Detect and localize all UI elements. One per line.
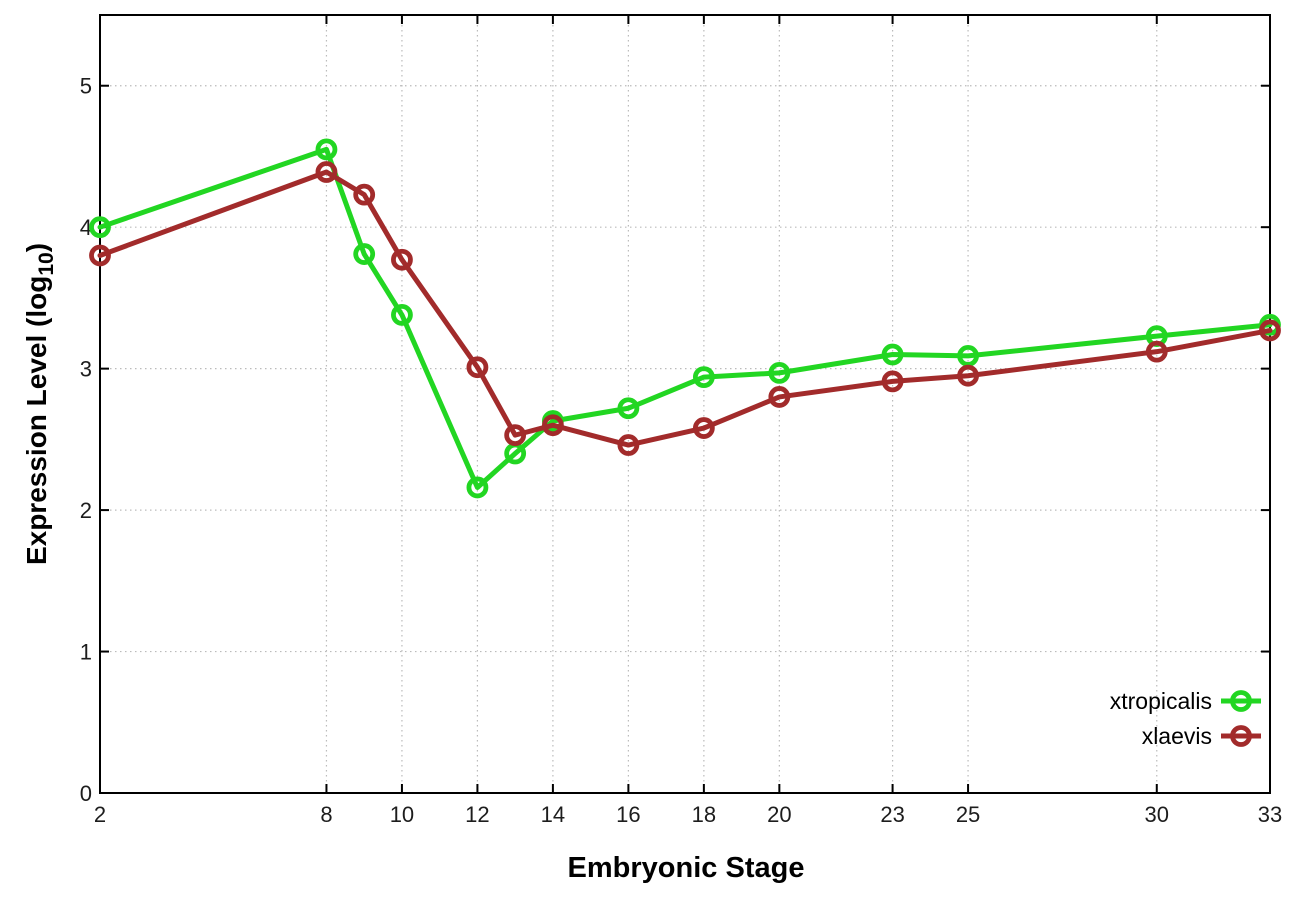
data-point-xlaevis-9 bbox=[353, 183, 376, 206]
data-point-xtropicalis-20 bbox=[768, 361, 791, 384]
x-tick-label: 18 bbox=[692, 802, 716, 827]
x-tick-label: 16 bbox=[616, 802, 640, 827]
data-point-xtropicalis-18 bbox=[692, 366, 715, 389]
y-tick-label: 0 bbox=[80, 781, 92, 806]
data-point-xlaevis-13 bbox=[504, 424, 527, 447]
x-tick-label: 23 bbox=[880, 802, 904, 827]
data-point-xlaevis-25 bbox=[957, 364, 979, 387]
y-tick-label: 5 bbox=[80, 74, 92, 99]
data-point-xtropicalis-8 bbox=[315, 138, 338, 161]
axes-and-ticks bbox=[99, 14, 1271, 794]
x-tick-label: 30 bbox=[1145, 802, 1169, 827]
y-tick-label: 1 bbox=[80, 640, 92, 665]
legend-label-xlaevis: xlaevis bbox=[1142, 723, 1212, 749]
y-tick-label: 2 bbox=[80, 498, 92, 523]
x-tick-label: 10 bbox=[390, 802, 414, 827]
data-point-xtropicalis-23 bbox=[881, 343, 904, 366]
y-axis-title-main: Expression Level (log bbox=[21, 276, 52, 565]
series-xlaevis bbox=[89, 161, 1281, 456]
data-point-xtropicalis-12 bbox=[466, 476, 489, 499]
data-point-xlaevis-20 bbox=[768, 386, 791, 408]
data-point-xtropicalis-16 bbox=[617, 397, 640, 420]
x-tick-label: 33 bbox=[1258, 802, 1282, 827]
x-tick-label: 14 bbox=[541, 802, 565, 827]
data-point-xlaevis-12 bbox=[466, 356, 489, 379]
legend-marker-samples bbox=[1221, 690, 1261, 747]
data-point-xlaevis-23 bbox=[881, 370, 904, 393]
data-point-xlaevis-33 bbox=[1259, 319, 1281, 342]
data-series bbox=[89, 138, 1281, 499]
data-point-xlaevis-16 bbox=[617, 434, 640, 456]
x-axis-title: Embryonic Stage bbox=[568, 852, 805, 884]
x-tick-label: 25 bbox=[956, 802, 980, 827]
y-axis-title: Expression Level (log10) bbox=[21, 243, 58, 565]
data-point-xlaevis-10 bbox=[391, 248, 413, 271]
y-axis-title-end: ) bbox=[21, 243, 52, 252]
data-point-xtropicalis-25 bbox=[957, 345, 979, 367]
y-tick-label: 3 bbox=[80, 357, 92, 382]
data-point-xlaevis-18 bbox=[692, 417, 715, 439]
x-tick-label: 12 bbox=[465, 802, 489, 827]
data-point-xlaevis-14 bbox=[542, 414, 564, 437]
gridlines bbox=[100, 15, 1270, 793]
data-point-xtropicalis-2 bbox=[89, 216, 111, 239]
y-tick-label: 4 bbox=[80, 215, 92, 240]
x-tick-label: 2 bbox=[94, 802, 106, 827]
y-axis-title-sub: 10 bbox=[35, 252, 58, 275]
data-point-xtropicalis-9 bbox=[353, 243, 376, 265]
data-point-xlaevis-8 bbox=[315, 161, 338, 183]
data-point-xlaevis-30 bbox=[1145, 340, 1168, 363]
legend-label-xtropicalis: xtropicalis bbox=[1110, 688, 1212, 714]
data-point-xlaevis-2 bbox=[89, 244, 111, 267]
x-tick-label: 8 bbox=[320, 802, 332, 827]
x-tick-label: 20 bbox=[767, 802, 791, 827]
data-point-xtropicalis-10 bbox=[391, 303, 413, 326]
